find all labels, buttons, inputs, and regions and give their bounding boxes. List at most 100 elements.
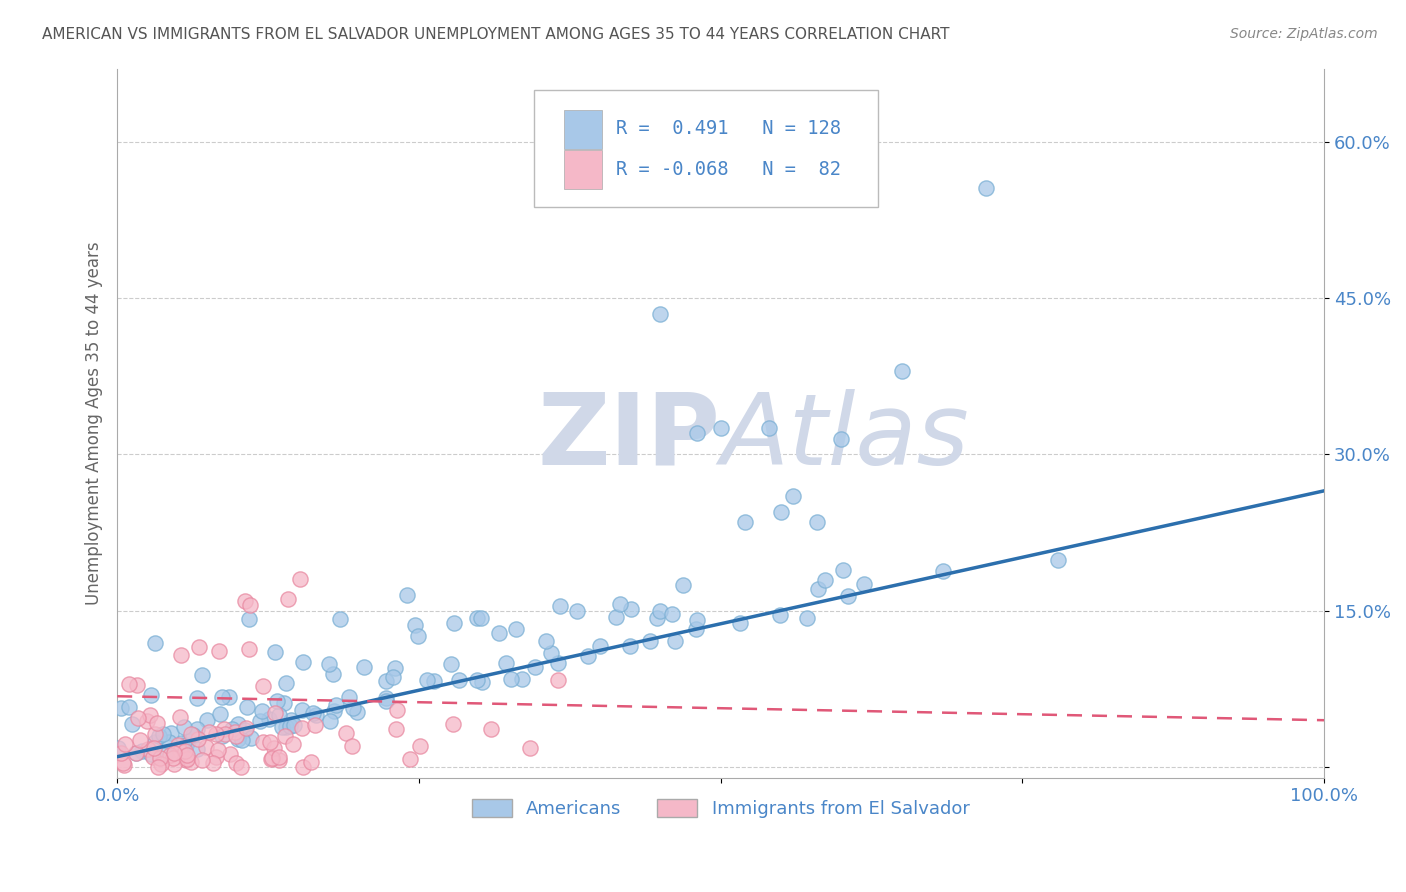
- FancyBboxPatch shape: [564, 150, 602, 189]
- Point: [267, 753, 290, 767]
- Point: [540, 646, 562, 660]
- Point: [219, 747, 242, 761]
- Point: [322, 666, 344, 681]
- Point: [648, 604, 671, 618]
- Point: [638, 633, 661, 648]
- Point: [807, 582, 830, 596]
- Point: [142, 750, 165, 764]
- Point: [276, 720, 298, 734]
- Point: [176, 734, 198, 748]
- Point: [225, 729, 247, 743]
- Point: [318, 657, 340, 672]
- Point: [685, 426, 707, 441]
- Point: [143, 726, 166, 740]
- Text: R = -0.068   N =  82: R = -0.068 N = 82: [616, 161, 841, 179]
- Point: [191, 668, 214, 682]
- Point: [173, 720, 195, 734]
- Point: [382, 670, 405, 684]
- Point: [110, 746, 132, 760]
- Point: [205, 750, 228, 764]
- Point: [302, 706, 325, 721]
- Point: [806, 515, 828, 529]
- Point: [118, 677, 141, 691]
- Point: [202, 756, 225, 770]
- Point: [211, 690, 233, 704]
- Point: [322, 704, 344, 718]
- Point: [107, 740, 129, 755]
- Point: [292, 655, 315, 669]
- Point: [218, 690, 240, 704]
- Point: [274, 729, 297, 743]
- Point: [173, 743, 195, 757]
- Y-axis label: Unemployment Among Ages 35 to 44 years: Unemployment Among Ages 35 to 44 years: [86, 241, 103, 605]
- Point: [121, 717, 143, 731]
- Point: [187, 731, 209, 746]
- Point: [409, 739, 432, 754]
- Point: [782, 489, 804, 503]
- Legend: Americans, Immigrants from El Salvador: Americans, Immigrants from El Salvador: [464, 791, 977, 825]
- Point: [149, 751, 172, 765]
- Point: [186, 690, 208, 705]
- Point: [1046, 553, 1069, 567]
- Point: [342, 701, 364, 715]
- Point: [226, 717, 249, 731]
- Point: [195, 739, 218, 754]
- Point: [252, 679, 274, 693]
- Point: [141, 747, 163, 761]
- Point: [260, 751, 283, 765]
- Point: [534, 633, 557, 648]
- Point: [734, 515, 756, 529]
- Point: [931, 564, 953, 578]
- Point: [605, 610, 627, 624]
- Point: [814, 573, 837, 587]
- Point: [143, 636, 166, 650]
- Point: [235, 721, 257, 735]
- Point: [143, 740, 166, 755]
- Point: [465, 673, 488, 688]
- Point: [152, 727, 174, 741]
- Point: [292, 760, 315, 774]
- Point: [576, 648, 599, 663]
- Point: [470, 610, 492, 624]
- Point: [128, 732, 150, 747]
- Point: [136, 714, 159, 728]
- Point: [131, 744, 153, 758]
- Point: [157, 735, 180, 749]
- Point: [837, 589, 859, 603]
- Point: [139, 689, 162, 703]
- Point: [273, 697, 295, 711]
- Point: [353, 659, 375, 673]
- Point: [221, 722, 243, 736]
- Point: [236, 700, 259, 714]
- Point: [416, 673, 439, 688]
- Point: [159, 726, 181, 740]
- Point: [471, 675, 494, 690]
- Point: [124, 746, 146, 760]
- Point: [619, 639, 641, 653]
- Point: [238, 612, 260, 626]
- Point: [127, 711, 149, 725]
- Point: [375, 693, 398, 707]
- Point: [148, 729, 170, 743]
- Point: [138, 742, 160, 756]
- Point: [257, 712, 280, 726]
- Point: [143, 735, 166, 749]
- Text: R =  0.491   N = 128: R = 0.491 N = 128: [616, 120, 841, 138]
- Point: [375, 673, 398, 688]
- Point: [385, 703, 408, 717]
- Point: [176, 747, 198, 762]
- Point: [661, 607, 683, 621]
- Point: [117, 700, 139, 714]
- Point: [565, 604, 588, 618]
- Point: [187, 640, 209, 654]
- Point: [205, 727, 228, 741]
- Point: [233, 594, 256, 608]
- FancyBboxPatch shape: [534, 90, 877, 207]
- Point: [505, 622, 527, 636]
- Point: [523, 660, 546, 674]
- Point: [239, 599, 262, 613]
- Point: [325, 698, 347, 712]
- Point: [186, 722, 208, 736]
- Point: [290, 573, 312, 587]
- Point: [226, 732, 249, 747]
